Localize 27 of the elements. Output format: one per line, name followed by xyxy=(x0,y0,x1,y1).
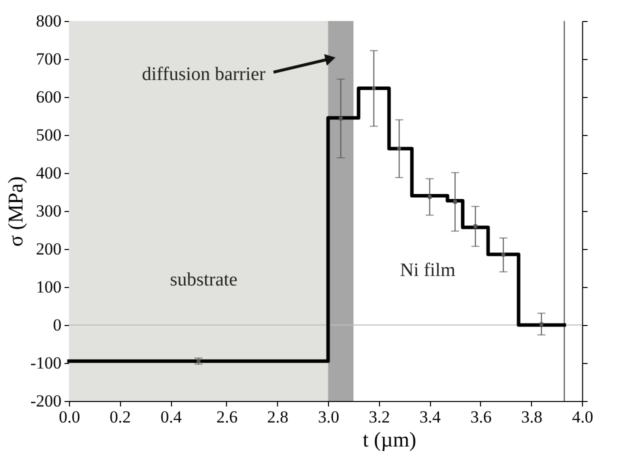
y-tick-label: 800 xyxy=(36,12,62,30)
x-tick-label: 3.4 xyxy=(420,408,442,426)
y-axis-title: σ (MPa) xyxy=(3,176,28,247)
y-tick-label: 200 xyxy=(36,240,62,258)
annotation: Ni film xyxy=(400,260,456,281)
y-tick-label: 500 xyxy=(36,126,62,144)
x-tick-label: 2.6 xyxy=(216,408,238,426)
y-tick-label: 100 xyxy=(36,278,62,296)
y-tick-label: 300 xyxy=(36,202,62,220)
annotation: substrate xyxy=(170,269,238,290)
x-tick-label: 4.0 xyxy=(572,408,594,426)
x-tick-label: 2.8 xyxy=(267,408,288,426)
x-tick-label: 0.0 xyxy=(58,408,80,426)
y-tick-label: 700 xyxy=(36,50,62,68)
x-tick-label: 3.8 xyxy=(521,408,542,426)
y-tick-label: -100 xyxy=(30,354,62,372)
y-tick-label: 600 xyxy=(36,88,62,106)
x-tick-label: 3.6 xyxy=(470,408,492,426)
x-axis-title: t (µm) xyxy=(362,428,416,452)
annotation: diffusion barrier xyxy=(142,64,266,86)
y-tick-label: 0 xyxy=(53,316,62,334)
x-tick-label: 0.2 xyxy=(110,408,131,426)
x-tick-label: 0.4 xyxy=(160,408,182,426)
y-tick-label: -200 xyxy=(30,392,62,410)
y-tick-label: 400 xyxy=(36,164,62,182)
x-tick-label: 3.2 xyxy=(368,408,390,426)
x-tick-label: 3.0 xyxy=(318,408,340,426)
